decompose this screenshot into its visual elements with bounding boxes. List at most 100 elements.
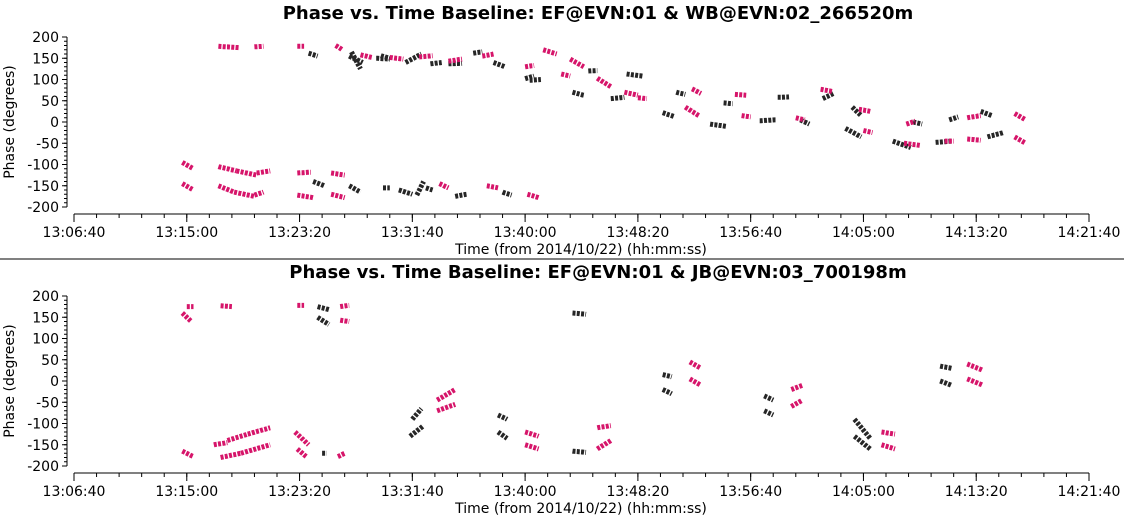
data-point-cluster-black: [852, 434, 872, 451]
x-tick-label: 13:48:20: [606, 484, 669, 500]
data-point-cluster-black: [307, 50, 319, 59]
data-point-cluster-black: [626, 71, 643, 79]
y-tick-label: 50: [41, 94, 59, 110]
data-point-cluster-black: [759, 117, 776, 124]
y-tick-label: 200: [32, 30, 59, 46]
data-point-cluster-pink: [254, 43, 264, 50]
data-point-cluster-black: [448, 60, 463, 67]
data-point-cluster-pink: [568, 56, 586, 69]
data-point-cluster-black: [572, 448, 587, 455]
data-point-cluster-pink: [623, 89, 639, 98]
data-point-cluster-pink: [595, 76, 613, 89]
data-point-cluster-pink: [820, 86, 833, 94]
data-point-cluster-black: [398, 187, 414, 197]
data-point-cluster-pink: [862, 128, 874, 136]
data-point-cluster-black: [891, 138, 912, 150]
data-point-cluster-black: [472, 49, 483, 56]
data-point-cluster-pink: [690, 86, 703, 96]
data-point-cluster-pink: [217, 183, 235, 195]
y-tick-label: -200: [27, 200, 59, 216]
data-point-cluster-pink: [790, 382, 804, 392]
data-point-cluster-black: [571, 89, 585, 98]
data-point-cluster-black: [501, 189, 513, 198]
x-tick-label: 13:15:00: [155, 225, 218, 241]
data-point-cluster-black: [709, 121, 727, 129]
data-point-cluster-pink: [524, 442, 540, 452]
panel-1: Phase vs. Time Baseline: EF@EVN:01 & WB@…: [0, 3, 1124, 260]
data-point-cluster-pink: [966, 113, 982, 121]
data-point-cluster-black: [935, 138, 952, 145]
data-point-cluster-pink: [336, 451, 346, 459]
x-axis-label: Time (from 2014/10/22) (hh:mm:ss): [454, 242, 707, 258]
y-tick-label: 0: [50, 115, 59, 131]
data-point-cluster-pink: [881, 429, 896, 437]
x-tick-label: 14:13:20: [945, 225, 1008, 241]
y-tick-label: 50: [41, 353, 59, 369]
data-point-cluster-pink: [560, 71, 571, 79]
data-point-cluster-pink: [741, 113, 752, 120]
data-point-cluster-pink: [688, 376, 703, 388]
data-point-cluster-pink: [524, 63, 535, 70]
data-point-cluster-black: [496, 412, 509, 422]
data-point-cluster-black: [529, 77, 542, 83]
data-point-cluster-black: [844, 126, 863, 140]
data-point-cluster-black: [661, 387, 673, 397]
data-point-cluster-black: [912, 119, 923, 127]
x-tick-label: 14:05:00: [832, 484, 895, 500]
data-point-cluster-pink: [293, 430, 311, 447]
data-point-cluster-black: [986, 130, 1005, 140]
data-point-cluster-pink: [247, 425, 271, 437]
data-point-cluster-pink: [734, 91, 747, 98]
data-point-cluster-pink: [296, 192, 314, 201]
data-point-cluster-pink: [339, 317, 350, 324]
y-tick-label: -100: [27, 417, 59, 433]
data-point-cluster-pink: [688, 359, 703, 371]
data-point-cluster-pink: [389, 54, 404, 62]
chart-title: Phase vs. Time Baseline: EF@EVN:01 & JB@…: [289, 262, 906, 283]
data-point-cluster-black: [492, 60, 506, 70]
data-point-cluster-pink: [448, 56, 463, 64]
data-point-cluster-pink: [213, 440, 228, 448]
data-point-cluster-pink: [233, 189, 255, 199]
x-tick-label: 14:21:40: [1058, 225, 1121, 241]
data-point-cluster-pink: [181, 448, 195, 459]
data-point-cluster-pink: [240, 442, 271, 456]
data-point-cluster-black: [349, 50, 363, 71]
data-point-cluster-black: [430, 60, 443, 67]
data-point-cluster-pink: [359, 52, 373, 60]
data-point-cluster-black: [348, 183, 362, 195]
data-point-cluster-pink: [903, 140, 921, 148]
data-point-cluster-black: [763, 393, 775, 403]
data-point-cluster-pink: [220, 450, 242, 460]
x-tick-label: 14:05:00: [832, 225, 895, 241]
data-point-cluster-pink: [481, 51, 495, 59]
x-tick-label: 13:31:40: [381, 484, 444, 500]
data-point-cluster-black: [496, 429, 509, 441]
data-point-cluster-pink: [542, 47, 558, 57]
data-point-cluster-pink: [297, 169, 311, 176]
data-point-cluster-black: [454, 191, 467, 199]
data-point-cluster-pink: [181, 160, 195, 171]
data-point-cluster-pink: [181, 181, 195, 193]
y-tick-label: -50: [36, 136, 59, 152]
data-point-cluster-black: [821, 90, 836, 101]
panel-2: Phase vs. Time Baseline: EF@EVN:01 & JB@…: [2, 262, 1120, 517]
data-point-cluster-pink: [966, 376, 985, 388]
y-tick-label: -200: [27, 459, 59, 475]
y-tick-label: 200: [32, 289, 59, 305]
data-point-cluster-pink: [858, 106, 871, 114]
data-point-cluster-pink: [418, 53, 433, 60]
data-point-cluster-pink: [218, 43, 239, 51]
data-point-cluster-pink: [235, 168, 258, 178]
data-point-cluster-black: [610, 94, 625, 102]
data-point-cluster-pink: [966, 361, 985, 373]
data-point-cluster-pink: [595, 438, 613, 452]
x-tick-label: 13:40:00: [494, 484, 557, 500]
x-tick-label: 13:56:40: [719, 484, 782, 500]
data-point-cluster-pink: [295, 447, 308, 459]
chart-title: Phase vs. Time Baseline: EF@EVN:01 & WB@…: [283, 3, 914, 24]
x-tick-label: 13:06:40: [43, 484, 106, 500]
data-point-cluster-pink: [790, 397, 804, 409]
data-point-cluster-black: [662, 372, 673, 380]
x-tick-label: 13:48:20: [606, 225, 669, 241]
